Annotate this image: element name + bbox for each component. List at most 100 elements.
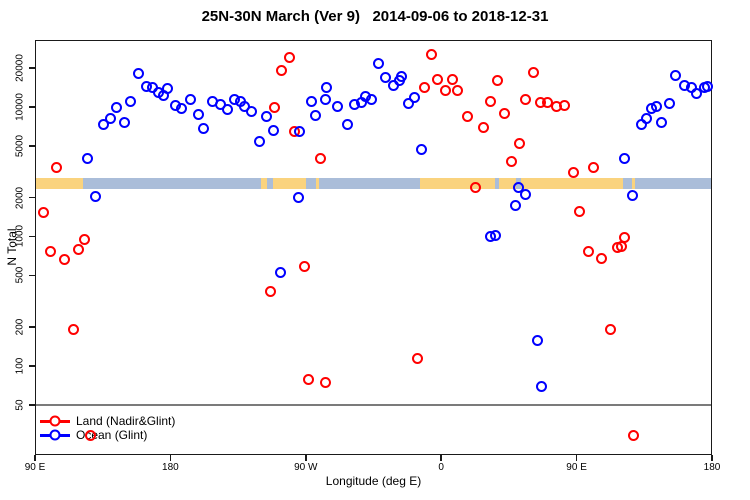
legend-land-marker-icon (49, 415, 61, 427)
data-point-ocean (162, 82, 174, 94)
y-tick (29, 326, 35, 328)
y-tick (29, 274, 35, 277)
data-point-land (574, 205, 586, 217)
data-point-ocean (372, 57, 384, 69)
data-point-land (298, 260, 310, 272)
data-point-ocean (267, 124, 279, 136)
x-tick (575, 455, 578, 461)
data-point-ocean (184, 93, 196, 105)
data-point-land (79, 233, 91, 245)
data-point-ocean (627, 190, 639, 202)
data-point-land (567, 167, 579, 179)
data-point-ocean (309, 109, 321, 121)
legend-item-land: Land (Nadir&Glint) (40, 414, 175, 428)
data-point-ocean (408, 92, 420, 104)
data-point-land (440, 85, 452, 97)
y-tick-label: 200 (14, 318, 26, 336)
data-point-land (72, 243, 84, 255)
ocean-band-segment (319, 177, 421, 189)
data-point-ocean (261, 111, 273, 123)
y-tick (29, 235, 35, 238)
data-point-ocean (111, 102, 123, 114)
data-point-ocean (81, 153, 93, 165)
data-point-ocean (332, 101, 344, 113)
data-point-ocean (197, 123, 209, 135)
land-band-segment (499, 177, 517, 189)
legend-land-label: Land (Nadir&Glint) (76, 414, 176, 428)
x-tick-label: 180 (703, 462, 721, 473)
data-point-ocean (192, 109, 204, 121)
data-point-land (418, 82, 430, 94)
y-tick (29, 67, 35, 69)
data-point-ocean (531, 335, 543, 347)
data-point-land (498, 108, 510, 120)
data-point-ocean (274, 266, 286, 278)
y-tick (29, 145, 35, 147)
y-tick-label: 5000 (14, 134, 26, 158)
data-point-ocean (402, 97, 414, 109)
ocean-band-segment (305, 177, 317, 189)
data-point-ocean (663, 97, 675, 109)
x-tick (169, 455, 172, 461)
data-point-ocean (416, 143, 428, 155)
x-tick (440, 455, 442, 461)
data-point-ocean (306, 95, 318, 107)
data-point-land (319, 376, 331, 388)
data-point-land (264, 286, 276, 298)
land-band-segment (35, 177, 84, 189)
data-point-land (84, 430, 96, 442)
data-point-ocean (510, 200, 522, 212)
data-point-ocean (245, 105, 257, 117)
data-point-ocean (133, 68, 145, 80)
data-point-land (628, 430, 640, 442)
y-tick-label: 10000 (14, 93, 26, 121)
data-point-land (484, 95, 496, 107)
data-point-ocean (380, 71, 392, 83)
data-point-ocean (701, 80, 713, 92)
data-point-ocean (535, 381, 547, 393)
data-point-land (302, 373, 314, 385)
data-point-ocean (222, 103, 234, 115)
data-point-land (45, 245, 57, 257)
land-band-segment (316, 177, 320, 189)
y-tick-label: 1000 (14, 225, 26, 248)
land-band-segment (632, 177, 636, 189)
legend-ocean-marker-icon (49, 429, 61, 441)
land-band-segment (520, 177, 624, 189)
x-tick (305, 455, 307, 461)
data-point-ocean (253, 136, 265, 148)
y-tick-label: 50 (14, 399, 26, 411)
data-point-land (513, 138, 525, 150)
data-point-land (432, 73, 444, 85)
data-point-land (268, 102, 280, 114)
data-point-land (446, 73, 458, 85)
chart-title: 25N-30N March (Ver 9) 2014-09-06 to 2018… (201, 8, 549, 25)
ocean-band-segment (266, 177, 273, 189)
ocean-band-segment (623, 177, 633, 189)
data-point-ocean (512, 181, 524, 193)
x-tick-label: 180 (162, 462, 179, 473)
data-point-land (506, 155, 518, 167)
data-point-ocean (387, 80, 399, 92)
legend-ocean-line-swatch (40, 429, 70, 441)
data-point-land (583, 245, 595, 257)
data-point-ocean (90, 191, 102, 203)
x-tick (34, 455, 36, 461)
data-point-land (412, 352, 424, 364)
data-point-ocean (490, 230, 502, 242)
ocean-band-segment (495, 177, 500, 189)
y-tick-label: 2000 (14, 186, 26, 209)
y-tick (29, 365, 35, 367)
ocean-band-segment (635, 177, 712, 189)
data-point-ocean (619, 153, 631, 165)
y-tick-label: 500 (14, 267, 26, 284)
data-point-land (462, 111, 474, 123)
data-point-ocean (293, 125, 305, 137)
data-point-land (477, 121, 489, 133)
x-tick (711, 455, 713, 461)
data-point-land (276, 64, 288, 76)
y-tick-label: 100 (14, 357, 26, 375)
x-tick-label: 90 E (24, 462, 46, 473)
data-point-land (604, 324, 616, 336)
